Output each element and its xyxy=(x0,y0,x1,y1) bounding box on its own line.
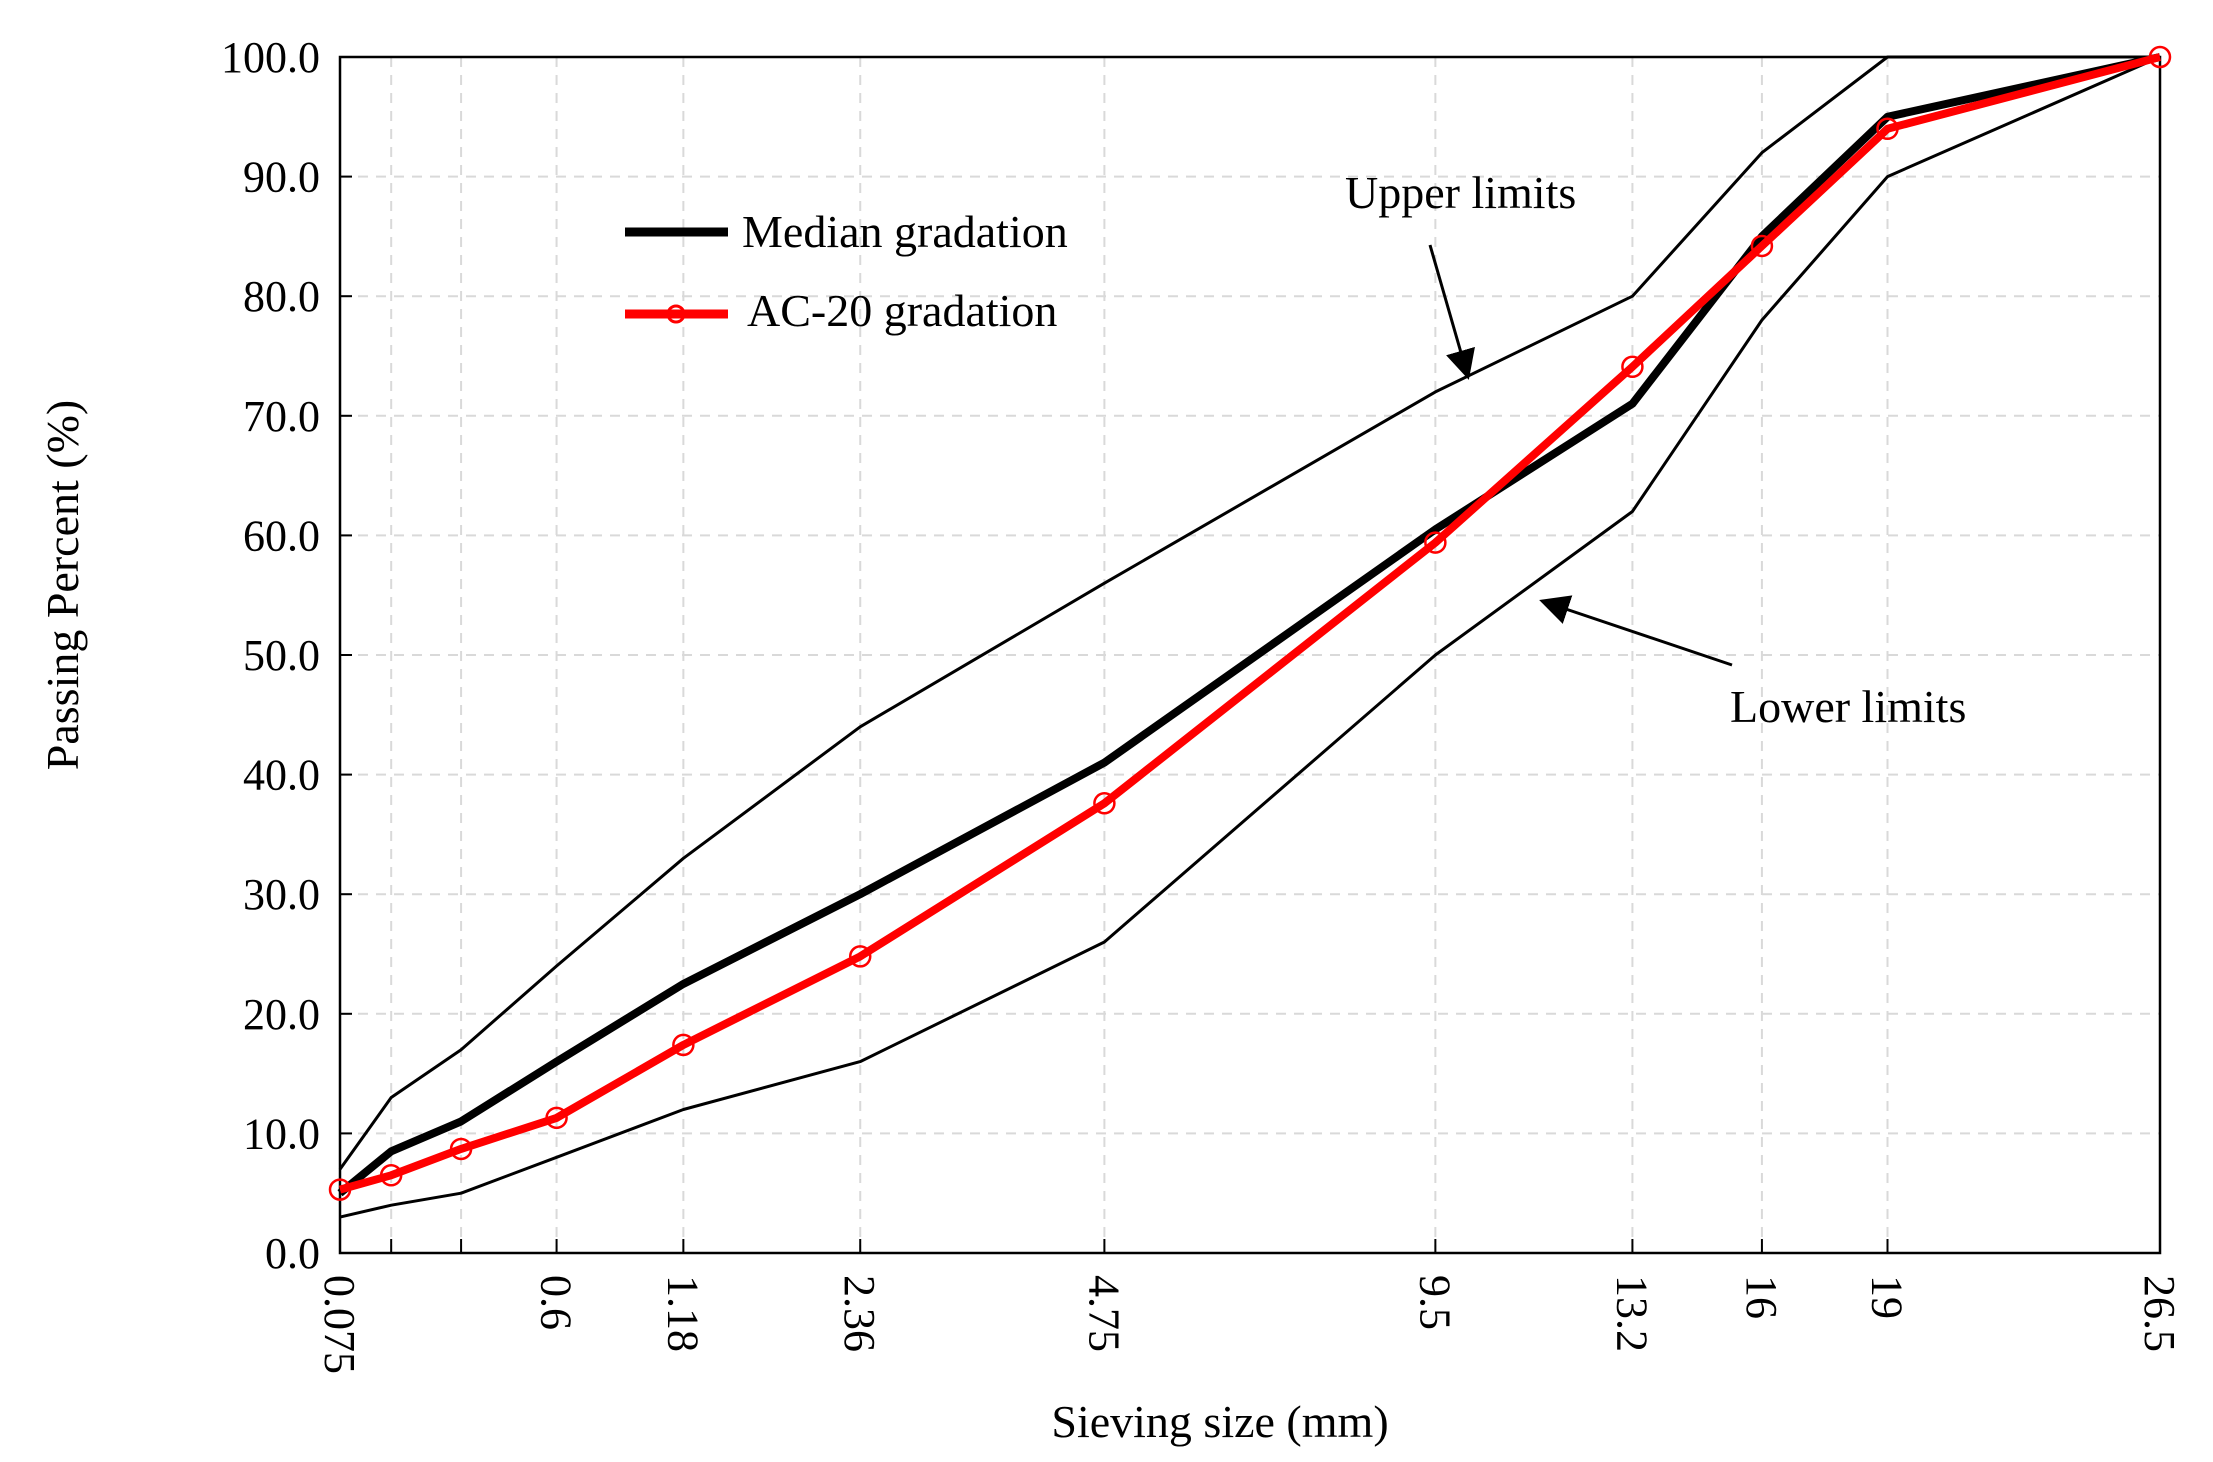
ac-20-gradation-point xyxy=(1876,117,1899,141)
y-axis-title: Passing Percent (%) xyxy=(37,400,88,770)
x-tick-label: 0.075 xyxy=(315,1275,364,1374)
y-tick-label: 40.0 xyxy=(243,751,320,800)
ac-20-gradation-point xyxy=(545,1106,568,1130)
y-tick-label: 80.0 xyxy=(243,272,320,321)
x-tick-label: 4.75 xyxy=(1079,1275,1128,1352)
x-tick-label: 26.5 xyxy=(2135,1275,2184,1352)
ac-20-gradation-point xyxy=(1093,792,1116,815)
x-tick-label: 2.36 xyxy=(835,1275,884,1352)
lower-limits-arrow xyxy=(1539,595,1733,667)
x-tick-label: 1.18 xyxy=(658,1275,707,1352)
legend-ac20-label: AC-20 gradation xyxy=(747,285,1057,336)
annotations: Upper limits Lower limits xyxy=(1345,167,1966,732)
x-axis-title: Sieving size (mm) xyxy=(1051,1396,1388,1447)
y-tick-label: 50.0 xyxy=(243,631,320,680)
plot-frame xyxy=(338,55,2162,1255)
ac-20-gradation-point xyxy=(1424,531,1447,554)
y-tick-label: 100.0 xyxy=(221,33,320,82)
legend: Median gradation AC-20 gradation xyxy=(625,206,1068,336)
x-tick-label: 9.5 xyxy=(1410,1275,1459,1330)
ac-20-gradation-point xyxy=(379,1164,403,1187)
ac-20-gradation-point xyxy=(1750,234,1774,258)
grid-lines xyxy=(340,57,2160,1253)
upper-limits-annotation: Upper limits xyxy=(1345,167,1576,218)
y-tick-label: 60.0 xyxy=(243,511,320,560)
x-tick-label: 19 xyxy=(1862,1275,1911,1319)
x-tick-label: 0.6 xyxy=(532,1275,581,1330)
ac-20-gradation-point xyxy=(449,1137,473,1161)
legend-ac20-marker xyxy=(666,304,686,324)
y-tick-label: 30.0 xyxy=(243,870,320,919)
y-tick-label: 70.0 xyxy=(243,392,320,441)
ac-20-gradation-line xyxy=(338,53,2162,1194)
ac-20-gradation-point xyxy=(848,945,872,968)
x-tick-label: 13.2 xyxy=(1607,1275,1656,1352)
series xyxy=(328,45,2172,1219)
ac-20-gradation-point xyxy=(328,1178,352,1201)
y-tick-label: 10.0 xyxy=(243,1109,320,1158)
upper-limits-line xyxy=(338,55,2160,1171)
ac-20-gradation-point xyxy=(2148,45,2172,69)
y-tick-label: 90.0 xyxy=(243,153,320,202)
x-tick-label: 16 xyxy=(1737,1275,1786,1319)
median-gradation-line xyxy=(337,53,2161,1197)
ac-20-gradation-point xyxy=(1621,355,1644,379)
y-tick-label: 0.0 xyxy=(265,1229,320,1278)
lower-limits-line xyxy=(339,55,2161,1219)
y-tick-label: 20.0 xyxy=(243,990,320,1039)
legend-median-label: Median gradation xyxy=(742,206,1068,257)
axes xyxy=(338,55,2162,1255)
ac-20-gradation-point xyxy=(672,1033,695,1057)
lower-limits-annotation: Lower limits xyxy=(1730,681,1966,732)
upper-limits-arrow xyxy=(1428,244,1475,380)
tick-labels: 0.0 10.0 20.0 30.0 40.0 50.0 60.0 70.0 80.0 90.0 1… xyxy=(221,33,2184,1374)
